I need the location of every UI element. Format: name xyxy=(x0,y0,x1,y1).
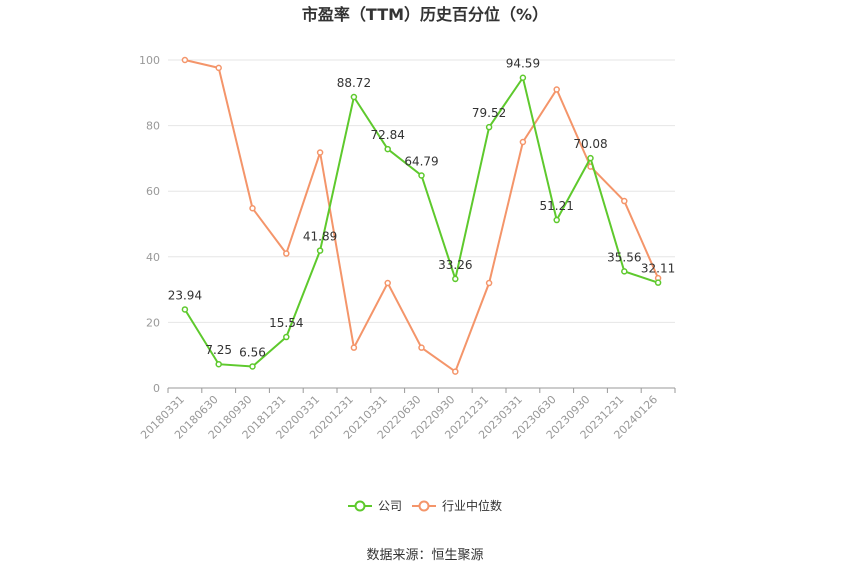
data-label: 33.26 xyxy=(438,258,472,272)
y-tick-label: 80 xyxy=(146,120,160,133)
data-label: 72.84 xyxy=(371,128,405,142)
y-tick-label: 100 xyxy=(139,54,160,67)
data-label: 94.59 xyxy=(506,57,540,71)
grid-lines xyxy=(168,59,675,323)
legend-item-company[interactable]: 公司 xyxy=(348,499,402,513)
data-source-note: 数据来源：恒生聚源 xyxy=(366,548,483,563)
data-point xyxy=(215,360,222,368)
legend-label: 公司 xyxy=(378,499,402,513)
legend-label: 行业中位数 xyxy=(442,498,502,513)
data-point xyxy=(519,138,527,146)
data-label: 15.54 xyxy=(269,316,303,330)
y-tick-label: 20 xyxy=(146,316,160,329)
data-label: 88.72 xyxy=(337,76,371,90)
data-label: 79.52 xyxy=(472,106,506,120)
series-line xyxy=(184,75,659,368)
data-point xyxy=(519,74,527,81)
data-point xyxy=(418,172,425,179)
data-point xyxy=(350,344,358,351)
data-point xyxy=(553,86,560,93)
data-point xyxy=(452,368,459,375)
data-point xyxy=(485,123,493,131)
data-label: 23.94 xyxy=(168,288,202,302)
data-point xyxy=(316,247,324,254)
data-point xyxy=(587,154,594,162)
y-tick-label: 40 xyxy=(146,251,160,264)
data-label: 35.56 xyxy=(607,250,641,264)
y-tick-label: 60 xyxy=(146,185,160,198)
data-point xyxy=(452,275,459,283)
data-point xyxy=(654,279,662,286)
data-label: 7.25 xyxy=(205,343,232,357)
data-point xyxy=(283,333,290,341)
data-label: 6.56 xyxy=(239,345,266,359)
data-point xyxy=(621,268,628,275)
data-point xyxy=(283,250,290,257)
legend-marker-icon xyxy=(354,500,366,512)
data-point xyxy=(249,363,256,370)
data-point xyxy=(316,149,324,156)
data-label: 51.21 xyxy=(540,199,574,213)
legend-marker-icon xyxy=(418,500,430,512)
data-label: 70.08 xyxy=(573,137,607,151)
data-point xyxy=(384,279,391,287)
series-company: 23.94 7.25 6.56 15.54 41.89 88.72 72.84 64.79 33… xyxy=(168,57,675,370)
data-label: 32.11 xyxy=(641,262,675,276)
data-point xyxy=(621,197,628,205)
data-label: 64.79 xyxy=(404,154,438,168)
series-industry-median xyxy=(181,56,662,375)
data-point xyxy=(485,279,493,287)
x-axis: 2018033120180630201809302018123120200331… xyxy=(138,387,676,442)
data-point xyxy=(181,56,189,64)
data-point xyxy=(350,93,358,101)
data-point xyxy=(418,344,425,351)
chart-title: 市盈率（TTM）历史百分位（%） xyxy=(302,5,548,24)
data-label: 41.89 xyxy=(303,230,337,244)
legend: 公司 行业中位数 xyxy=(348,498,502,513)
y-tick-label: 0 xyxy=(153,382,160,395)
data-point xyxy=(215,64,222,72)
y-axis: 0 20 40 60 80 100 xyxy=(139,54,160,395)
data-point xyxy=(553,216,560,224)
data-point xyxy=(384,145,391,153)
legend-item-industry-median[interactable]: 行业中位数 xyxy=(412,498,502,513)
data-point xyxy=(249,205,256,212)
data-point xyxy=(181,306,189,313)
series-layer: 23.94 7.25 6.56 15.54 41.89 88.72 72.84 64.79 33… xyxy=(168,56,675,375)
series-line xyxy=(184,59,660,374)
